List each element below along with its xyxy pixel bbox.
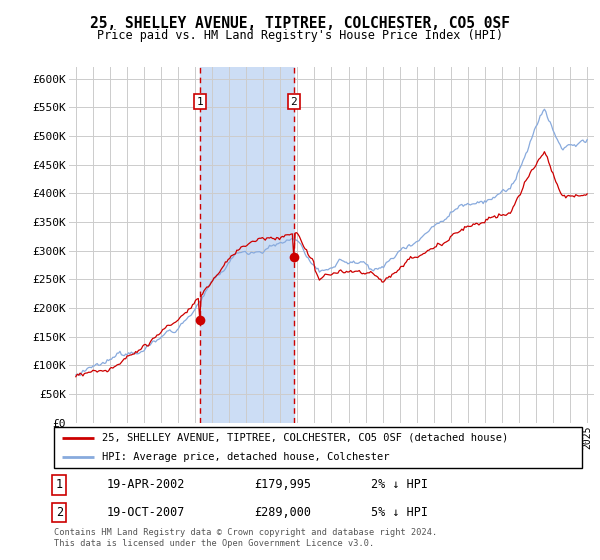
Text: Contains HM Land Registry data © Crown copyright and database right 2024.: Contains HM Land Registry data © Crown c… — [54, 528, 437, 536]
Text: This data is licensed under the Open Government Licence v3.0.: This data is licensed under the Open Gov… — [54, 539, 374, 548]
Bar — [200, 67, 294, 423]
Text: 2% ↓ HPI: 2% ↓ HPI — [371, 478, 428, 491]
Text: Price paid vs. HM Land Registry's House Price Index (HPI): Price paid vs. HM Land Registry's House … — [97, 29, 503, 42]
Text: 19-APR-2002: 19-APR-2002 — [107, 478, 185, 491]
Text: 2: 2 — [290, 97, 297, 106]
Text: 2: 2 — [56, 506, 63, 519]
Text: £289,000: £289,000 — [254, 506, 311, 519]
Text: 19-OCT-2007: 19-OCT-2007 — [107, 506, 185, 519]
Text: 1: 1 — [197, 97, 203, 106]
Text: £179,995: £179,995 — [254, 478, 311, 491]
Text: 5% ↓ HPI: 5% ↓ HPI — [371, 506, 428, 519]
Text: 25, SHELLEY AVENUE, TIPTREE, COLCHESTER, CO5 0SF (detached house): 25, SHELLEY AVENUE, TIPTREE, COLCHESTER,… — [101, 433, 508, 443]
Text: HPI: Average price, detached house, Colchester: HPI: Average price, detached house, Colc… — [101, 452, 389, 462]
Text: 25, SHELLEY AVENUE, TIPTREE, COLCHESTER, CO5 0SF: 25, SHELLEY AVENUE, TIPTREE, COLCHESTER,… — [90, 16, 510, 31]
Text: 1: 1 — [56, 478, 63, 491]
